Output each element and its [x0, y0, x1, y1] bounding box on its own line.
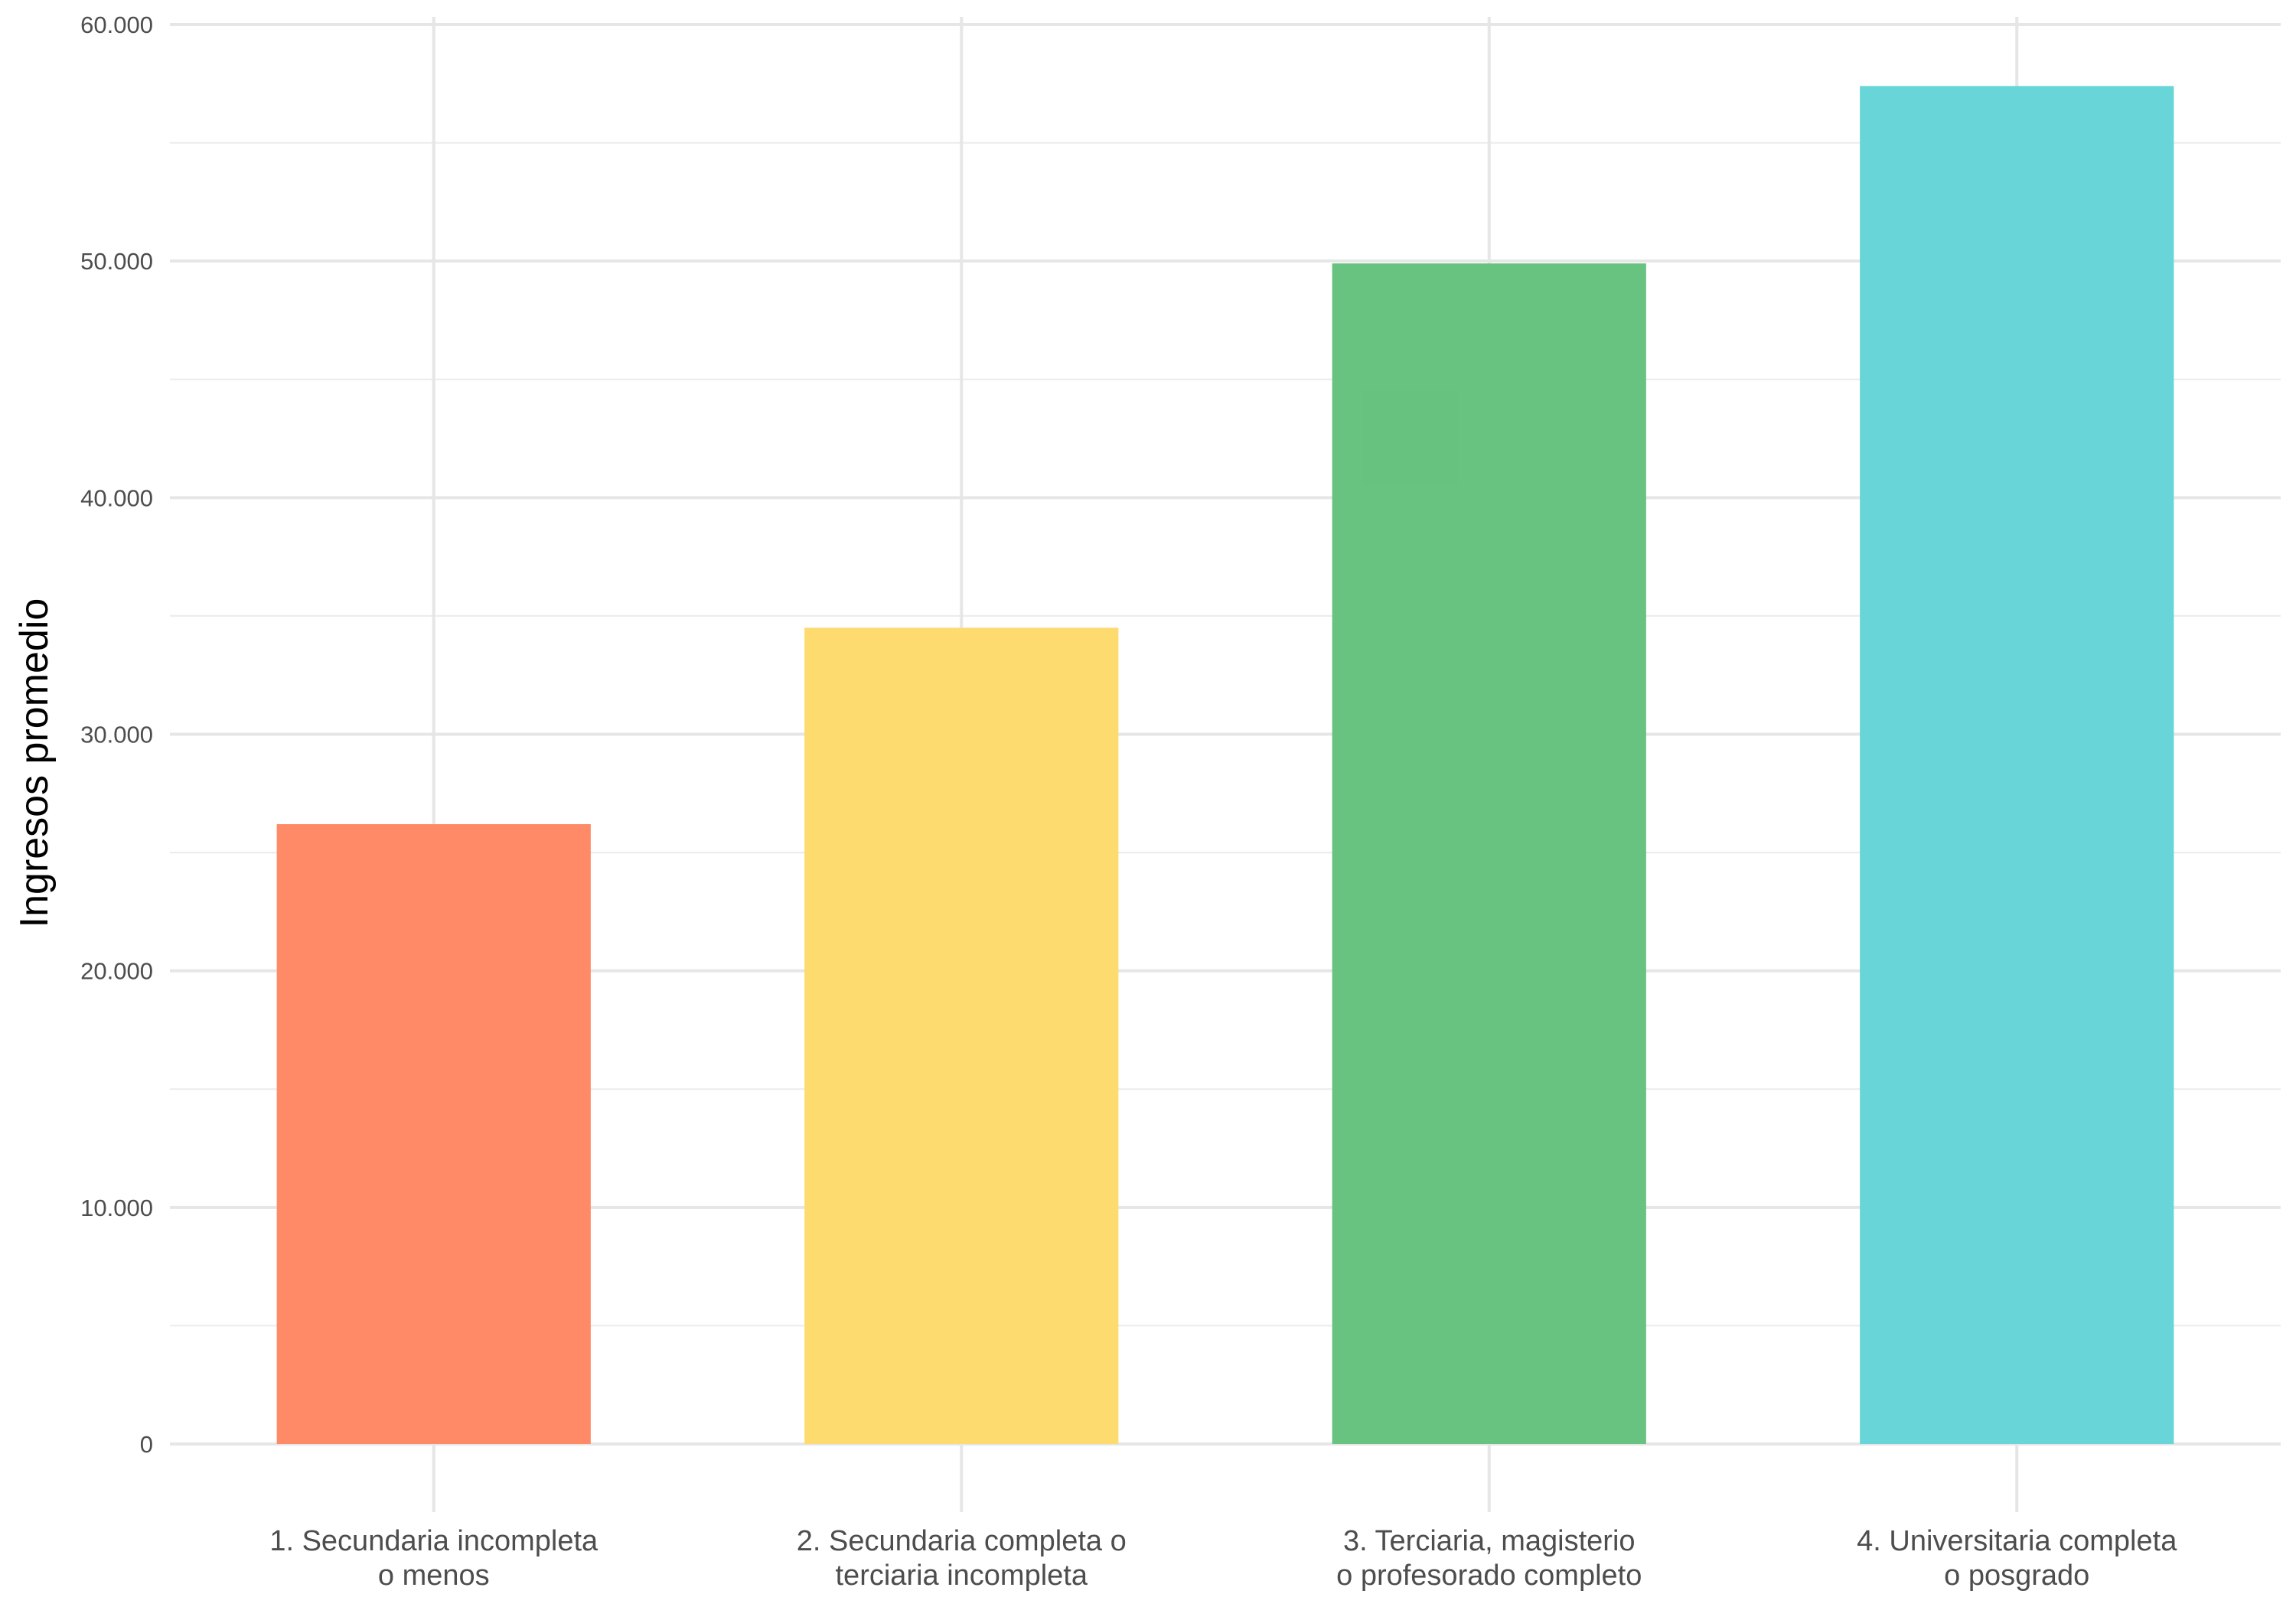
x-tick-label: 3. Terciaria, magisterio o profesorado co… [1336, 1525, 1642, 1592]
x-tick-label: 4. Universitaria completa o posgrado [1857, 1525, 2177, 1592]
x-tick-label: 1. Secundaria incompleta o menos [269, 1525, 598, 1592]
y-axis-title: Ingresos promedio [12, 598, 57, 928]
y-tick-label: 20.000 [80, 958, 153, 985]
x-tick-label: 2. Secundaria completa o terciaria incomp… [797, 1525, 1127, 1592]
y-tick-label: 0 [140, 1431, 153, 1458]
y-tick-label: 40.000 [80, 484, 153, 511]
y-tick-label: 60.000 [80, 11, 153, 38]
bar [804, 627, 1119, 1444]
bar [1332, 263, 1646, 1445]
bar [1860, 86, 2174, 1445]
y-tick-label: 10.000 [80, 1195, 153, 1221]
y-tick-label: 30.000 [80, 722, 153, 748]
y-tick-label: 50.000 [80, 248, 153, 275]
x-axis-ticks: 1. Secundaria incompleta o menos 2. Secund… [269, 1525, 2177, 1592]
y-axis-ticks: 0 10.000 20.000 30.000 40.000 50.000 60.000 [80, 11, 153, 1458]
bars [276, 86, 2174, 1445]
bar [276, 823, 591, 1444]
